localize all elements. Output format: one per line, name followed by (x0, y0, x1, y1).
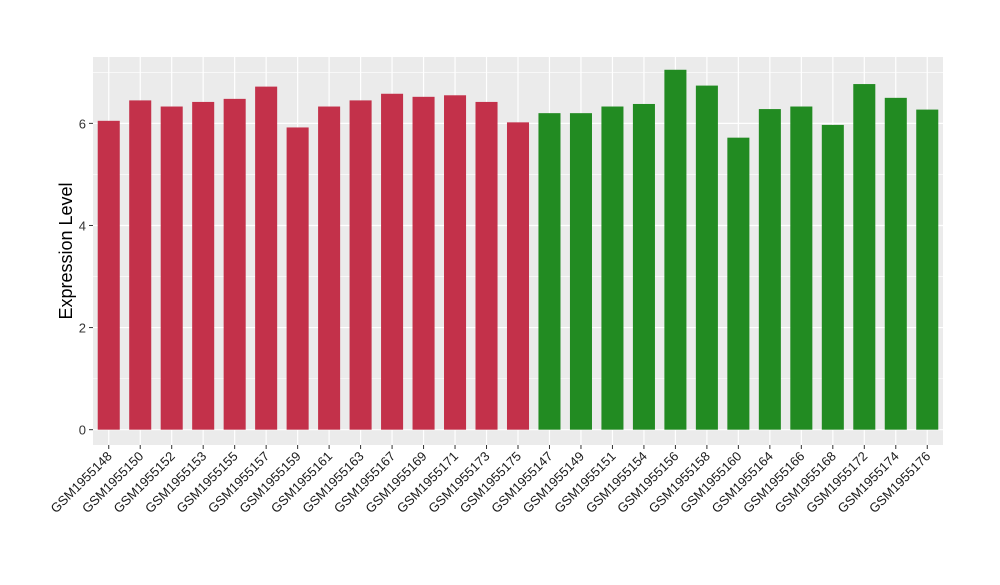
bar-GSM1955172 (853, 84, 876, 430)
bar-GSM1955153 (192, 101, 215, 430)
bar-GSM1955171 (444, 95, 467, 430)
bar-GSM1955159 (286, 127, 309, 430)
bar-GSM1955154 (632, 103, 655, 430)
bar-GSM1955148 (97, 120, 120, 430)
bar-GSM1955156 (664, 69, 687, 430)
y-tick-label: 0 (79, 423, 86, 438)
y-tick-label: 4 (79, 218, 86, 233)
x-axis: GSM1955148GSM1955150GSM1955152GSM1955153… (48, 445, 933, 516)
bar-GSM1955161 (318, 106, 341, 430)
bar-GSM1955155 (223, 98, 246, 430)
bar-GSM1955151 (601, 106, 624, 430)
bar-GSM1955167 (381, 93, 404, 430)
bar-GSM1955157 (255, 86, 278, 430)
bar-GSM1955160 (727, 137, 750, 430)
bar-GSM1955175 (506, 122, 530, 430)
bar-GSM1955166 (790, 106, 813, 430)
bars (97, 69, 939, 430)
bar-GSM1955176 (916, 109, 939, 430)
y-axis: 0 2 4 6 (79, 116, 93, 438)
bar-GSM1955173 (475, 101, 498, 430)
bar-GSM1955169 (412, 96, 435, 430)
bar-GSM1955174 (884, 97, 907, 430)
bar-GSM1955147 (538, 113, 561, 430)
bar-GSM1955158 (695, 85, 718, 430)
y-tick-label: 2 (79, 321, 86, 336)
bar-GSM1955168 (821, 124, 844, 430)
bar-GSM1955152 (160, 106, 183, 430)
bar-GSM1955150 (129, 100, 152, 430)
bar-GSM1955163 (349, 100, 372, 430)
y-tick-label: 6 (79, 116, 86, 131)
bar-GSM1955149 (569, 113, 592, 430)
bar-GSM1955164 (758, 109, 781, 430)
y-axis-title: Expression Level (56, 182, 76, 319)
